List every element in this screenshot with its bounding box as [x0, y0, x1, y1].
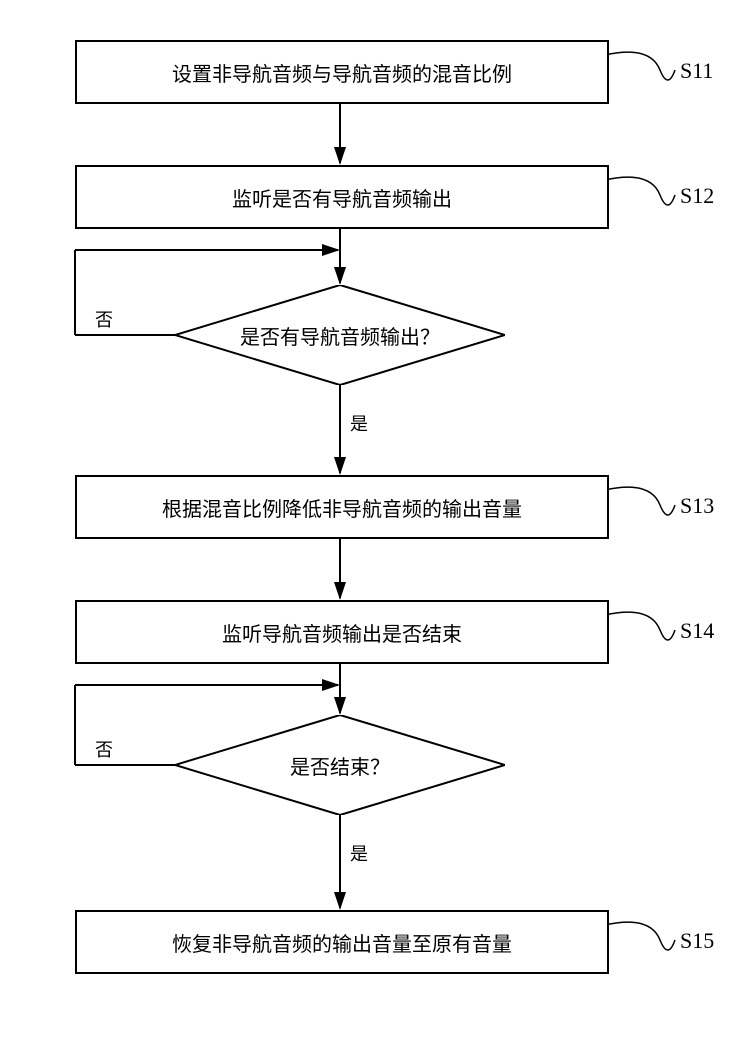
decision-diamond-2: 是否结束？ [175, 715, 505, 815]
step-box-s13: 根据混音比例降低非导航音频的输出音量 [75, 475, 609, 539]
step-text-s15: 恢复非导航音频的输出音量至原有音量 [172, 928, 512, 957]
step-label-s14: S14 [680, 618, 714, 644]
step-label-s12: S12 [680, 183, 714, 209]
decision-text-2: 是否结束？ [290, 751, 390, 780]
step-box-s14: 监听导航音频输出是否结束 [75, 600, 609, 664]
edge-label-no-1: 否 [95, 306, 113, 332]
step-text-s14: 监听导航音频输出是否结束 [222, 618, 462, 647]
step-box-s15: 恢复非导航音频的输出音量至原有音量 [75, 910, 609, 974]
edge-label-no-2: 否 [95, 736, 113, 762]
edge-label-yes-2: 是 [350, 840, 368, 866]
step-box-s12: 监听是否有导航音频输出 [75, 165, 609, 229]
step-box-s11: 设置非导航音频与导航音频的混音比例 [75, 40, 609, 104]
step-text-s13: 根据混音比例降低非导航音频的输出音量 [162, 493, 522, 522]
step-text-s12: 监听是否有导航音频输出 [232, 183, 452, 212]
decision-text-1: 是否有导航音频输出？ [240, 321, 440, 350]
step-label-s15: S15 [680, 928, 714, 954]
edge-label-yes-1: 是 [350, 410, 368, 436]
step-text-s11: 设置非导航音频与导航音频的混音比例 [172, 58, 512, 87]
step-label-s13: S13 [680, 493, 714, 519]
step-label-s11: S11 [680, 58, 713, 84]
decision-diamond-1: 是否有导航音频输出？ [175, 285, 505, 385]
